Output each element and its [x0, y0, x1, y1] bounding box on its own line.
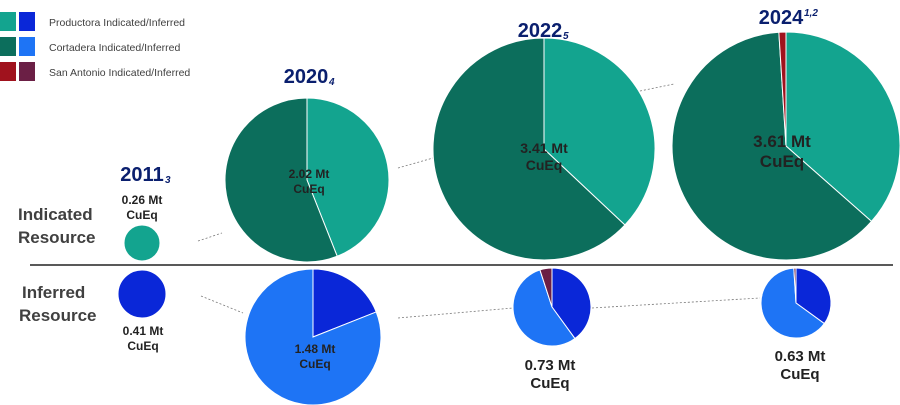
inferred-slice-2024-san-antonio	[793, 267, 797, 304]
indicated-slice-2024-san-antonio	[778, 31, 787, 147]
indicated-total-label-2011: 0.26 Mt	[122, 193, 163, 207]
inferred-slice-2022-cortadera	[512, 269, 576, 347]
inferred-pie-2011	[117, 269, 167, 319]
inferred-slice-2024-productora	[795, 267, 832, 325]
year-label-2011: 2011	[120, 164, 163, 186]
indicated-unit-label-2011: CuEq	[126, 208, 157, 222]
year-label-2024: 2024	[759, 7, 804, 29]
inferred-total-label-2011: 0.41 Mt	[123, 324, 164, 338]
inferred-unit-label-2024: CuEq	[780, 366, 819, 383]
connector-line-5	[397, 307, 514, 319]
indicated-row-label-line2: Resource	[18, 228, 95, 247]
indicated-row-label-line1: Indicated	[18, 205, 93, 224]
connector-line-6	[591, 297, 761, 309]
indicated-pie-2024	[671, 31, 900, 261]
connector-lines	[197, 83, 761, 319]
legend-label-3: San Antonio Indicated/Inferred	[49, 67, 190, 79]
indicated-total-label-2022: 3.41 Mt	[520, 140, 568, 156]
legend-swatch-inferred-2	[19, 37, 35, 56]
legend-swatch-indicated-2	[0, 37, 16, 56]
connector-line-4	[200, 295, 244, 314]
inferred-row-label-line1: Inferred	[22, 283, 85, 302]
indicated-slice-2011-productora	[123, 224, 161, 262]
inferred-slice-2022-productora	[551, 267, 592, 340]
inferred-slice-2022-san-antonio	[539, 267, 553, 308]
indicated-slice-2022-cortadera	[432, 37, 626, 261]
inferred-total-label-2024: 0.63 Mt	[775, 348, 826, 365]
indicated-total-label-2020: 2.02 Mt	[289, 167, 330, 181]
indicated-slice-2020-cortadera	[224, 97, 338, 263]
indicated-pie-2011	[123, 224, 161, 262]
indicated-pie-2020	[224, 97, 390, 263]
legend-swatch-indicated-1	[0, 12, 16, 31]
year-note-2020: 4	[328, 77, 335, 88]
indicated-pie-2022	[432, 37, 656, 261]
inferred-slice-2020-cortadera	[244, 268, 382, 405]
indicated-slice-2022-productora	[543, 37, 656, 226]
legend: Productora Indicated/Inferred Cortadera I…	[0, 12, 190, 81]
year-note-2024: 1,2	[804, 8, 818, 19]
year-label-2022: 2022	[518, 20, 563, 42]
inferred-slice-2024-cortadera	[760, 267, 826, 339]
inferred-pie-2022	[512, 267, 592, 347]
indicated-unit-label-2022: CuEq	[526, 157, 563, 173]
legend-swatch-inferred-3	[19, 62, 35, 81]
inferred-pie-2020	[244, 268, 382, 405]
indicated-unit-label-2020: CuEq	[293, 182, 324, 196]
connector-line-1	[197, 232, 223, 242]
legend-label-1: Productora Indicated/Inferred	[49, 17, 185, 29]
year-label-2020: 2020	[284, 66, 329, 88]
year-note-2022: 5	[563, 31, 569, 42]
indicated-unit-label-2024: CuEq	[760, 152, 804, 171]
inferred-unit-label-2011: CuEq	[127, 339, 158, 353]
indicated-slice-2024-productora	[785, 31, 900, 223]
inferred-slice-2011-productora	[117, 269, 167, 319]
legend-label-2: Cortadera Indicated/Inferred	[49, 42, 180, 54]
connector-line-3	[639, 83, 675, 92]
legend-swatch-indicated-3	[0, 62, 16, 81]
legend-swatch-inferred-1	[19, 12, 35, 31]
indicated-slice-2024-cortadera	[671, 31, 873, 261]
pie-group	[117, 31, 900, 405]
inferred-total-label-2022: 0.73 Mt	[525, 357, 576, 374]
inferred-unit-label-2020: CuEq	[299, 357, 330, 371]
connector-line-2	[397, 157, 434, 169]
indicated-total-label-2024: 3.61 Mt	[753, 132, 811, 151]
inferred-total-label-2020: 1.48 Mt	[295, 342, 336, 356]
year-note-2011: 3	[165, 175, 171, 186]
inferred-pie-2024	[760, 267, 832, 339]
indicated-slice-2020-productora	[306, 97, 390, 257]
inferred-slice-2020-productora	[312, 268, 377, 338]
inferred-unit-label-2022: CuEq	[530, 375, 569, 392]
inferred-row-label-line2: Resource	[19, 306, 96, 325]
